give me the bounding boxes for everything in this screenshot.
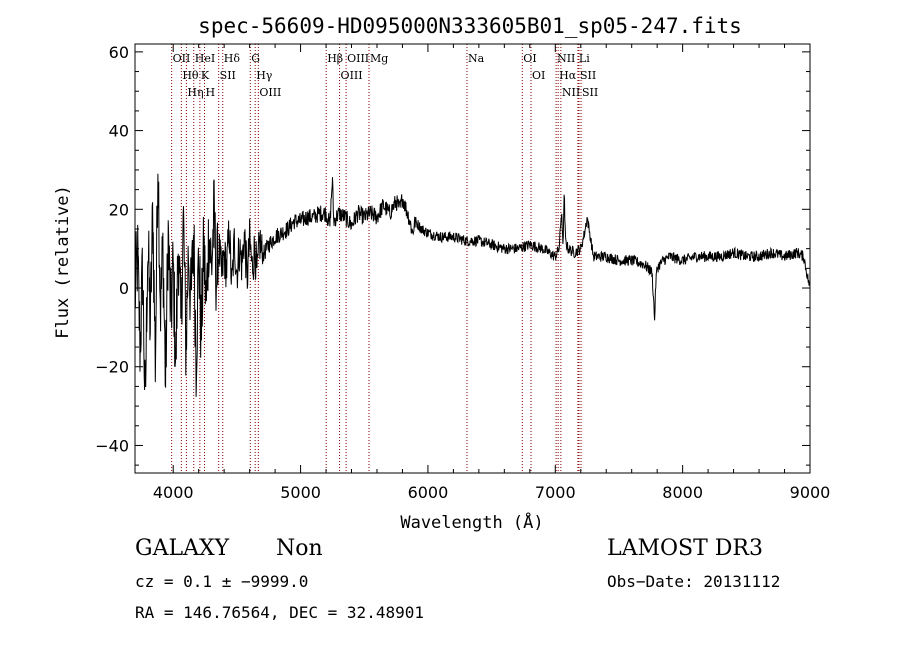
chart-title: spec-56609-HD095000N333605B01_sp05-247.f… <box>198 14 742 38</box>
spectrum-layer <box>134 173 811 397</box>
line-marker-label-20: Hα <box>559 69 577 82</box>
line-marker-label-3: Hη <box>187 86 203 99</box>
line-marker-label-8: SII <box>220 69 236 82</box>
line-marker-label-24: SII <box>582 86 598 99</box>
y-tick-label--20: −20 <box>95 358 129 377</box>
axes: 4000 5000 6000 7000 8000 9000 −40 −20 0 20 40 60 <box>95 43 830 502</box>
line-marker-label-11: OIII <box>259 86 281 99</box>
line-marker-label-18: OI <box>532 69 545 82</box>
line-marker-label-2: Hθ <box>182 69 199 82</box>
line-marker-label-10: Hγ <box>256 69 273 82</box>
x-tick-label-8000: 8000 <box>662 483 703 502</box>
y-tick-label-20: 20 <box>109 200 129 219</box>
line-marker-label-22: Li <box>579 52 590 65</box>
line-marker-label-17: OI <box>523 52 536 65</box>
x-tick-label-9000: 9000 <box>790 483 831 502</box>
x-tick-label-6000: 6000 <box>408 483 449 502</box>
y-tick-label--40: −40 <box>95 436 129 455</box>
y-axis-label: Flux (relative) <box>53 185 73 339</box>
coordinates-line: RA = 146.76564, DEC = 32.48901 <box>135 603 424 622</box>
redshift-line: cz = 0.1 ± −9999.0 <box>135 572 309 591</box>
x-tick-label-4000: 4000 <box>153 483 194 502</box>
y-tick-label-60: 60 <box>109 43 129 62</box>
line-marker-label-4: HeI <box>195 52 215 65</box>
x-tick-label-7000: 7000 <box>535 483 576 502</box>
x-tick-label-5000: 5000 <box>280 483 321 502</box>
y-tick-label-40: 40 <box>109 122 129 141</box>
line-marker-label-16: Na <box>468 52 485 65</box>
line-marker-label-5: K <box>201 69 210 82</box>
line-markers <box>171 44 582 473</box>
line-marker-label-21: NII <box>562 86 580 99</box>
line-marker-label-14: OIII <box>347 52 369 65</box>
line-marker-label-15: Mg <box>370 52 388 65</box>
line-marker-label-9: G <box>251 52 260 65</box>
line-marker-label-12: Hβ <box>327 52 343 65</box>
object-subclass: Non <box>276 536 323 561</box>
line-marker-label-6: H <box>206 86 216 99</box>
x-axis-label: Wavelength (Å) <box>400 511 543 533</box>
line-marker-label-1: OII <box>173 52 191 65</box>
line-marker-label-23: SII <box>580 69 596 82</box>
spectrum-line <box>134 173 811 397</box>
object-class: GALAXY <box>135 536 230 561</box>
line-marker-label-19: NII <box>557 52 575 65</box>
line-marker-label-7: Hδ <box>224 52 241 65</box>
survey-label: LAMOST DR3 <box>607 536 763 561</box>
line-marker-label-13: OIII <box>341 69 363 82</box>
plot-frame <box>134 43 811 474</box>
y-tick-label-0: 0 <box>119 279 129 298</box>
obs-date-line: Obs−Date: 20131112 <box>607 572 781 591</box>
